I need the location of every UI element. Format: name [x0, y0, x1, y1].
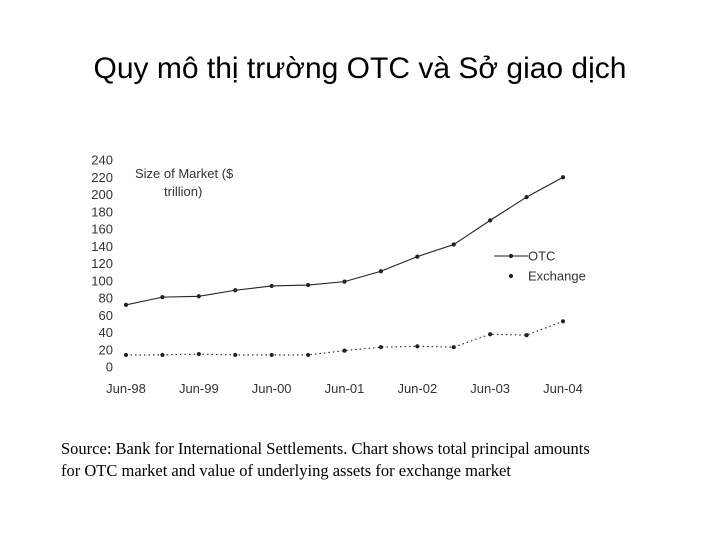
- y-tick-label: 220: [91, 170, 113, 185]
- x-axis-tick-labels: Jun-98 Jun-99 Jun-00 Jun-01 Jun-02 Jun-03 Jun-…: [106, 381, 583, 396]
- legend: OTC Exchange: [494, 249, 586, 284]
- y-tick-label: 0: [106, 360, 113, 375]
- exchange-data-point: [269, 352, 274, 358]
- otc-legend-label: OTC: [528, 249, 555, 264]
- series-layer: [123, 175, 566, 358]
- otc-data-point: [160, 295, 165, 300]
- caption-line-2: for OTC market and value of underlying a…: [61, 461, 511, 480]
- x-tick-label: Jun-01: [325, 381, 365, 396]
- y-tick-label: 60: [99, 308, 113, 323]
- otc-data-point: [196, 294, 201, 299]
- exchange-data-point: [488, 332, 493, 337]
- exchange-data-point: [560, 319, 566, 324]
- x-tick-label: Jun-98: [106, 381, 146, 396]
- otc-data-point: [269, 283, 274, 289]
- exchange-data-point: [123, 352, 129, 358]
- y-axis-label-line-1: Size of Market ($: [135, 166, 234, 181]
- exchange-data-point: [451, 345, 456, 350]
- otc-data-point: [488, 218, 493, 223]
- otc-data-point: [524, 194, 529, 200]
- y-tick-label: 100: [91, 273, 113, 288]
- exchange-data-point: [342, 348, 347, 353]
- exchange-data-point: [196, 351, 201, 357]
- exchange-legend-marker: [508, 273, 514, 279]
- otc-data-point: [415, 254, 420, 259]
- y-tick-label: 40: [99, 325, 113, 340]
- caption-line-1: Source: Bank for International Settlemen…: [61, 439, 590, 458]
- y-tick-label: 140: [91, 239, 113, 254]
- y-tick-label: 200: [91, 187, 113, 202]
- otc-data-point: [123, 302, 129, 307]
- y-tick-label: 20: [99, 342, 113, 357]
- exchange-data-point: [524, 332, 529, 338]
- y-tick-label: 160: [91, 222, 113, 237]
- y-axis-tick-labels: 0 20 40 60 80 100 120 140 160 180 200 220 240: [91, 153, 113, 375]
- exchange-data-point: [233, 352, 238, 358]
- otc-data-point: [342, 279, 347, 284]
- y-tick-label: 180: [91, 204, 113, 219]
- y-tick-label: 120: [91, 256, 113, 271]
- exchange-data-point: [305, 352, 311, 358]
- y-tick-label: 240: [91, 153, 113, 168]
- exchange-legend-label: Exchange: [528, 269, 586, 284]
- x-tick-label: Jun-02: [397, 381, 437, 396]
- otc-data-point: [233, 288, 238, 293]
- otc-data-point: [305, 282, 311, 288]
- y-tick-label: 80: [99, 291, 113, 306]
- x-tick-label: Jun-04: [543, 381, 583, 396]
- exchange-data-point: [160, 352, 165, 358]
- x-tick-label: Jun-00: [252, 381, 292, 396]
- x-tick-label: Jun-99: [179, 381, 219, 396]
- source-caption: Source: Bank for International Settlemen…: [61, 438, 701, 482]
- exchange-data-point: [378, 345, 384, 350]
- otc-legend-marker: [508, 253, 514, 259]
- x-tick-label: Jun-03: [470, 381, 510, 396]
- otc-data-point: [378, 269, 384, 274]
- otc-data-point: [451, 242, 456, 247]
- otc-data-point: [560, 175, 566, 180]
- market-size-chart: 0 20 40 60 80 100 120 140 160 180 200 220 240 Jun-98…: [91, 153, 586, 397]
- y-axis-label-line-2: trillion): [164, 184, 202, 199]
- exchange-data-point: [415, 344, 420, 349]
- slide-title: Quy mô thị trường OTC và Sở giao dịch: [93, 52, 627, 85]
